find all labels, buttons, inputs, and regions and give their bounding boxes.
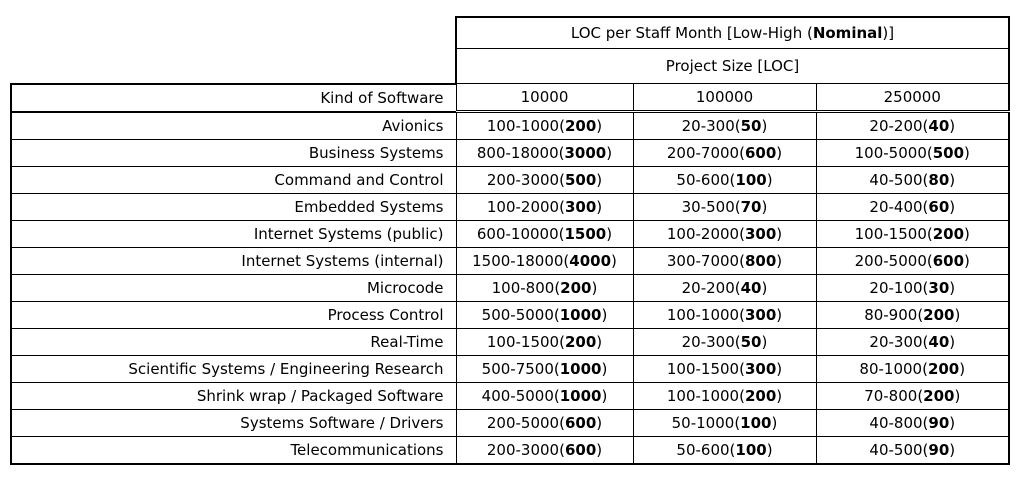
loc-value-cell: 400-5000(1000) <box>455 382 634 410</box>
loc-value-cell: 50-600(100) <box>632 166 817 194</box>
loc-value-cell: 40-800(90) <box>815 409 1011 437</box>
loc-value-cell: 80-900(200) <box>815 301 1011 329</box>
table-row: Shrink wrap / Packaged Software 400-5000(… <box>10 382 1011 410</box>
loc-value-cell: 20-300(40) <box>815 328 1011 356</box>
loc-value-cell: 40-500(80) <box>815 166 1011 194</box>
loc-value-cell: 200-3000(500) <box>455 166 634 194</box>
project-size-row: Project Size [LOC] <box>11 48 1011 84</box>
table-row: Process Control 500-5000(1000) 100-1000(30… <box>10 301 1011 329</box>
loc-value-cell: 80-1000(200) <box>815 355 1011 383</box>
loc-value-cell: 100-2000(300) <box>632 220 817 248</box>
loc-value-cell: 20-200(40) <box>815 111 1011 140</box>
table-row: Systems Software / Drivers 200-5000(600) 5… <box>10 409 1011 437</box>
table-row: Microcode 100-800(200) 20-200(40) 20-100(30… <box>10 274 1011 302</box>
kind-of-software-cell: Command and Control <box>10 166 457 194</box>
size-header-250000: 250000 <box>815 83 1011 113</box>
kind-of-software-cell: Business Systems <box>10 139 457 167</box>
table-row: Command and Control 200-3000(500) 50-600(1… <box>10 166 1011 194</box>
table-row: Real-Time 100-1500(200) 20-300(50) 20-300(4… <box>10 328 1011 356</box>
kind-of-software-cell: Internet Systems (internal) <box>10 247 457 275</box>
loc-value-cell: 20-300(50) <box>632 328 817 356</box>
kind-of-software-cell: Shrink wrap / Packaged Software <box>10 382 457 410</box>
table-row: Internet Systems (internal) 1500-18000(40… <box>10 247 1011 275</box>
loc-value-cell: 500-5000(1000) <box>455 301 634 329</box>
loc-value-cell: 600-10000(1500) <box>455 220 634 248</box>
loc-value-cell: 100-1500(200) <box>815 220 1011 248</box>
loc-value-cell: 100-1000(300) <box>632 301 817 329</box>
loc-value-cell: 100-800(200) <box>455 274 634 302</box>
kind-of-software-cell: Avionics <box>10 111 457 140</box>
blank-corner <box>11 48 456 84</box>
loc-value-cell: 100-1000(200) <box>455 111 634 140</box>
table-body: Avionics 100-1000(200) 20-300(50) 20-200(40… <box>10 111 1011 465</box>
loc-value-cell: 20-400(60) <box>815 193 1011 221</box>
loc-value-cell: 200-5000(600) <box>455 409 634 437</box>
loc-value-cell: 50-600(100) <box>632 436 817 465</box>
loc-per-staff-month-table: LOC per Staff Month [Low-High (Nominal)]… <box>10 16 1011 465</box>
loc-value-cell: 70-800(200) <box>815 382 1011 410</box>
loc-value-cell: 100-1500(300) <box>632 355 817 383</box>
kind-of-software-cell: Internet Systems (public) <box>10 220 457 248</box>
kind-of-software-cell: Embedded Systems <box>10 193 457 221</box>
kind-of-software-cell: Telecommunications <box>10 436 457 465</box>
kind-of-software-cell: Real-Time <box>10 328 457 356</box>
table-row: Scientific Systems / Engineering Researc… <box>10 355 1011 383</box>
loc-value-cell: 20-100(30) <box>815 274 1011 302</box>
kind-of-software-header: Kind of Software <box>10 82 457 113</box>
loc-value-cell: 100-1500(200) <box>455 328 634 356</box>
table-row: Avionics 100-1000(200) 20-300(50) 20-200(40… <box>10 111 1011 140</box>
loc-value-cell: 50-1000(100) <box>632 409 817 437</box>
loc-value-cell: 100-1000(200) <box>632 382 817 410</box>
title-row: LOC per Staff Month [Low-High (Nominal)] <box>11 16 1011 49</box>
project-size-header: Project Size [LOC] <box>454 48 1011 84</box>
kind-of-software-cell: Scientific Systems / Engineering Researc… <box>10 355 457 383</box>
table-row: Embedded Systems 100-2000(300) 30-500(70) 2… <box>10 193 1011 221</box>
loc-value-cell: 200-5000(600) <box>815 247 1011 275</box>
size-header-100000: 100000 <box>632 83 817 113</box>
table-row: Internet Systems (public) 600-10000(1500)… <box>10 220 1011 248</box>
kind-of-software-cell: Process Control <box>10 301 457 329</box>
loc-value-cell: 20-300(50) <box>632 111 817 140</box>
kind-of-software-cell: Microcode <box>10 274 457 302</box>
loc-value-cell: 30-500(70) <box>632 193 817 221</box>
loc-value-cell: 500-7500(1000) <box>455 355 634 383</box>
page: LOC per Staff Month [Low-High (Nominal)]… <box>10 16 1011 465</box>
loc-value-cell: 300-7000(800) <box>632 247 817 275</box>
table-title: LOC per Staff Month [Low-High (Nominal)] <box>454 16 1011 49</box>
loc-value-cell: 100-2000(300) <box>455 193 634 221</box>
kind-of-software-cell: Systems Software / Drivers <box>10 409 457 437</box>
loc-value-cell: 200-3000(600) <box>455 436 634 465</box>
loc-value-cell: 1500-18000(4000) <box>455 247 634 275</box>
table-row: Business Systems 800-18000(3000) 200-7000(… <box>10 139 1011 167</box>
size-header-10000: 10000 <box>455 83 634 113</box>
blank-corner <box>11 17 456 49</box>
loc-value-cell: 100-5000(500) <box>815 139 1011 167</box>
table-row: Telecommunications 200-3000(600) 50-600(10… <box>10 436 1011 465</box>
column-header-row: Kind of Software 10000 100000 250000 <box>10 82 1011 113</box>
loc-value-cell: 20-200(40) <box>632 274 817 302</box>
loc-value-cell: 40-500(90) <box>815 436 1011 465</box>
loc-value-cell: 200-7000(600) <box>632 139 817 167</box>
loc-value-cell: 800-18000(3000) <box>455 139 634 167</box>
